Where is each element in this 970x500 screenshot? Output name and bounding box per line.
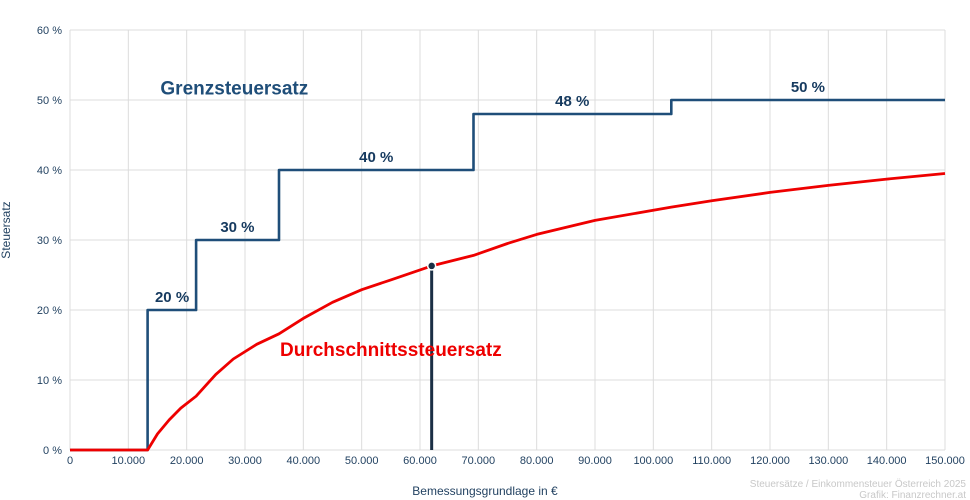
credit-line-1: Steuersätze / Einkommensteuer Österreich…	[750, 478, 967, 490]
axes: 0 10.000 20.000 30.000 40.000 50.000 60.000 70.…	[37, 25, 965, 467]
x-tick-label: 70.000	[462, 455, 496, 467]
x-tick-label: 80.000	[520, 455, 554, 467]
y-tick-label: 0 %	[43, 445, 62, 457]
x-tick-label: 150.000	[925, 455, 965, 467]
marker-point[interactable]	[426, 261, 437, 271]
x-tick-label: 40.000	[287, 455, 321, 467]
credit-line-2: Grafik: Finanzrechner.at	[859, 490, 966, 500]
y-tick-label: 20 %	[37, 305, 62, 317]
step-rate-label: 30 %	[220, 219, 254, 236]
y-tick-label: 30 %	[37, 235, 62, 247]
x-tick-label: 140.000	[867, 455, 907, 467]
x-tick-label: 10.000	[112, 455, 146, 467]
x-tick-label: 50.000	[345, 455, 379, 467]
series	[70, 98, 946, 452]
step-rate-label: 50 %	[791, 79, 825, 96]
series-grenzsteuersatz	[70, 98, 945, 452]
x-axis-title: Bemessungsgrundlage in €	[412, 484, 558, 498]
x-tick-label: 130.000	[808, 455, 848, 467]
step-rate-label: 20 %	[155, 289, 189, 306]
x-tick-label: 20.000	[170, 455, 204, 467]
x-tick-label: 110.000	[692, 455, 731, 467]
y-tick-label: 50 %	[37, 95, 62, 107]
labels: 20 % 30 % 40 % 48 % 50 % Grenzsteuersatz Durch…	[155, 78, 825, 361]
y-tick-label: 60 %	[37, 25, 62, 37]
y-tick-label: 40 %	[37, 165, 62, 177]
step-rate-label: 40 %	[359, 149, 393, 166]
series-durchschnittssteuersatz	[70, 172, 946, 452]
x-tick-label: 0	[67, 455, 73, 467]
x-tick-label: 60.000	[403, 455, 437, 467]
y-axis-title: Steuersatz	[0, 201, 13, 258]
step-rate-label: 48 %	[555, 93, 589, 110]
series-name-label: Grenzsteuersatz	[160, 78, 308, 99]
y-tick-label: 10 %	[37, 375, 62, 387]
x-tick-label: 120.000	[750, 455, 790, 467]
x-tick-label: 90.000	[578, 455, 612, 467]
series-name-label: Durchschnittssteuersatz	[280, 340, 502, 361]
x-tick-label: 30.000	[228, 455, 262, 467]
x-tick-label: 100.000	[633, 455, 673, 467]
